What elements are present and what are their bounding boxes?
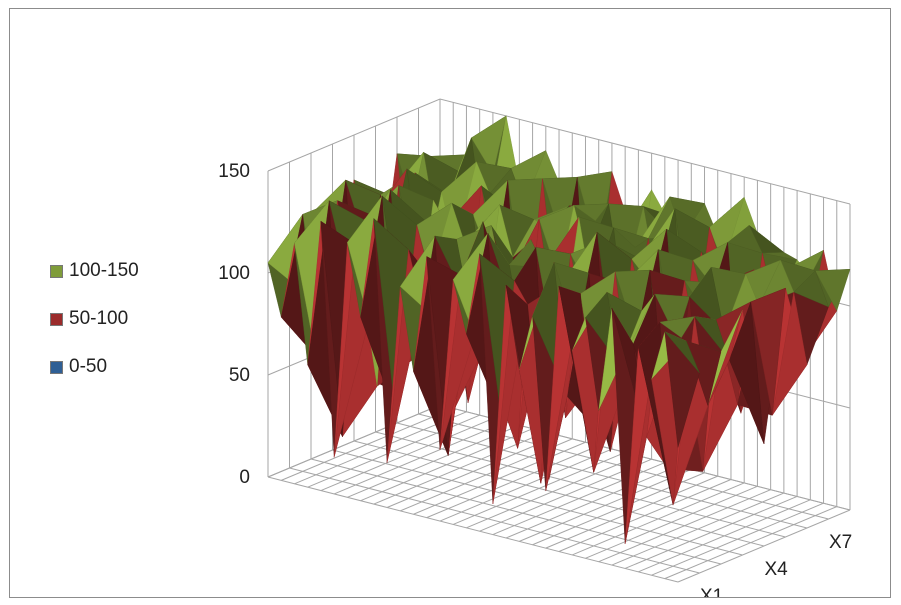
z-tick-label: 50: [229, 365, 250, 386]
surface-facet: [729, 301, 765, 445]
chart-frame: 0 50 100 150 X1 X4 X7 100-150 50-100 0-50: [9, 8, 891, 598]
legend-swatch-high: [50, 264, 63, 278]
floor-gridline: [353, 440, 765, 547]
z-level-gridline: [267, 98, 851, 205]
floor-gridline: [310, 458, 722, 565]
legend: 100-150 50-100 0-50: [50, 259, 139, 403]
floor-gridline: [289, 467, 700, 574]
z-tick-label: 150: [218, 161, 250, 182]
surface-facet: [707, 310, 743, 406]
floor-gridline: [375, 431, 786, 538]
surface-facet: [694, 316, 730, 360]
z-tick-label: 0: [239, 467, 250, 488]
floor-gridline: [332, 449, 743, 556]
legend-label-high: 100-150: [69, 260, 139, 281]
surface-facet: [654, 293, 690, 339]
surface-facet: [471, 115, 507, 175]
series-tick-label: X4: [765, 559, 789, 580]
legend-label-mid: 50-100: [69, 308, 129, 329]
floor-gridline: [267, 476, 679, 583]
surface-facet: [793, 270, 829, 308]
series-tick-label: X7: [829, 532, 852, 553]
legend-item-low: 0-50: [50, 355, 139, 379]
legend-swatch-low: [50, 360, 63, 374]
surface-facet: [573, 203, 610, 222]
surface-facet: [659, 316, 695, 338]
surface-chart: 0 50 100 150 X1 X4 X7: [218, 98, 852, 597]
legend-item-mid: 50-100: [50, 307, 139, 331]
surface-facet: [613, 227, 649, 248]
legend-item-high: 100-150: [50, 259, 139, 283]
z-tick-label: 100: [218, 263, 250, 284]
legend-swatch-mid: [50, 312, 63, 326]
legend-label-low: 0-50: [69, 356, 108, 377]
series-tick-label: X1: [700, 586, 723, 597]
surface-facet: [814, 269, 851, 312]
floor-gridline: [396, 422, 808, 529]
surface-facet: [664, 331, 700, 374]
surface-facet: [772, 292, 808, 416]
surface-facet: [750, 287, 786, 416]
surface-facet: [762, 252, 798, 261]
surface-facet: [727, 225, 763, 254]
surface-facet: [689, 266, 725, 333]
